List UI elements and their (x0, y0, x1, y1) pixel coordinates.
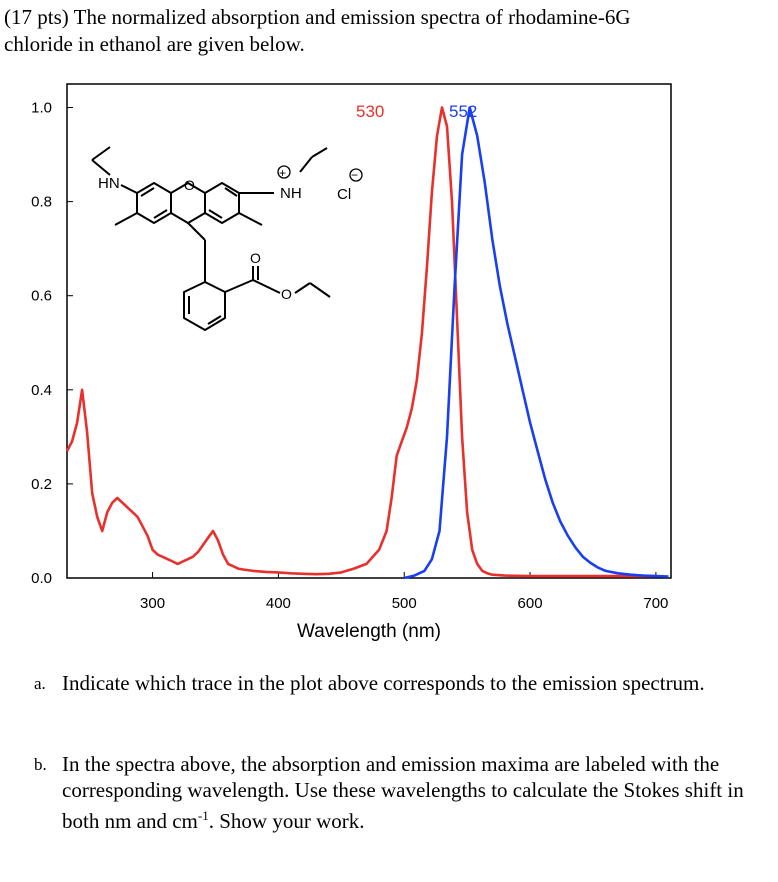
x-axis-label: Wavelength (nm) (297, 621, 441, 642)
y-tick-label: 0.8 (31, 194, 52, 211)
x-tick-label: 600 (518, 595, 543, 612)
y-tick-label: 0.6 (31, 288, 52, 305)
question-b-end: . Show your work. (208, 809, 365, 833)
problem-header: (17 pts) The normalized absorption and e… (4, 4, 764, 58)
annotation-530: 530 (356, 102, 384, 121)
y-tick-label: 0.4 (31, 382, 52, 399)
molecule-labels: HN O + NH Cl − O O (98, 166, 358, 302)
absorption-trace (65, 106, 656, 578)
question-b-label: b. (34, 755, 47, 774)
question-b-main: In the spectra above, the absorption and… (62, 752, 744, 833)
molecule-structure (91, 146, 363, 331)
hn-label: HN (98, 175, 120, 192)
y-tick-label: 0.0 (31, 570, 52, 587)
series-group (65, 106, 669, 580)
plus-charge-icon (277, 165, 291, 179)
question-a-label: a. (34, 674, 46, 693)
x-axis: 300 400 500 600 700 (140, 572, 668, 612)
x-tick-label: 300 (140, 595, 165, 612)
annotation-552: 552 (449, 102, 477, 121)
plot-frame (66, 83, 672, 579)
ester-oxygen-label: O (281, 286, 292, 302)
ring-oxygen-label: O (184, 177, 195, 193)
header-line-2: chloride in ethanol are given below. (4, 32, 305, 56)
nh-label: NH (280, 185, 302, 202)
header-line-1: (17 pts) The normalized absorption and e… (4, 5, 631, 29)
question-b-text: In the spectra above, the absorption and… (62, 751, 744, 834)
y-tick-label: 1.0 (31, 100, 52, 117)
emission-trace (403, 106, 669, 580)
minus-sign: − (351, 168, 358, 182)
x-tick-label: 500 (392, 595, 417, 612)
question-b-superscript: -1 (197, 808, 209, 823)
question-a: a. Indicate which trace in the plot abov… (34, 670, 744, 696)
cl-label: Cl (337, 186, 351, 203)
y-axis: 0.0 0.2 0.4 0.6 0.8 1.0 (31, 100, 73, 587)
y-tick-label: 0.2 (31, 476, 52, 493)
x-tick-label: 400 (266, 595, 291, 612)
question-a-text: Indicate which trace in the plot above c… (62, 671, 705, 695)
question-b: b. In the spectra above, the absorption … (34, 751, 744, 834)
spectrum-chart: 0.0 0.2 0.4 0.6 0.8 1.0 300 400 500 600 700 (31, 83, 672, 642)
x-tick-label: 700 (643, 595, 668, 612)
carbonyl-oxygen-label: O (250, 250, 261, 266)
plus-sign: + (279, 166, 286, 180)
minus-charge-icon (349, 168, 363, 182)
